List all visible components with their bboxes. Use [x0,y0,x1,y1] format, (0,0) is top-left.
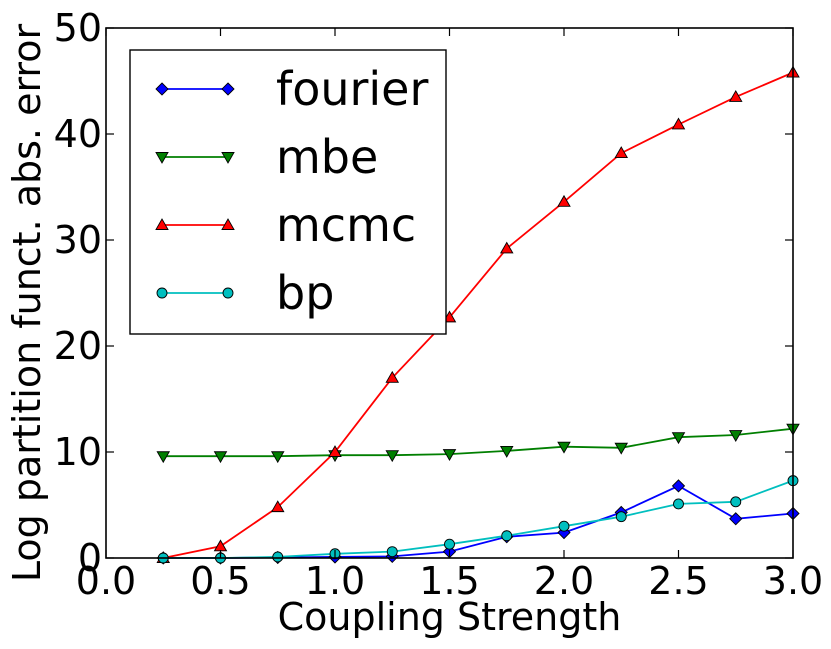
data-point-mcmc [671,117,686,130]
legend-marker-right [221,218,235,230]
data-point-mbe [557,441,571,454]
legend-marker-left [155,218,169,230]
data-point-mbe [499,445,514,458]
data-point-mcmc [614,146,629,159]
data-point-mbe [728,430,743,442]
series-bp [157,475,799,564]
x-tick-label: 2.0 [534,559,594,603]
series-line-bp [163,479,794,559]
data-point-mcmc [557,194,571,207]
legend-entry-bp: bp [156,266,334,320]
data-point-mcmc [328,445,342,457]
x-tick-label: 1.5 [419,559,479,603]
data-point-bp [615,511,627,523]
ticks-layer: 0.0 0.5 1.0 1.5 2.0 2.5 3.0 0 10 20 30 40 50 [54,6,824,603]
data-point-mcmc [385,370,400,383]
y-tick-label: 30 [54,218,102,262]
data-point-bp [501,530,513,542]
legend-marker-left [155,152,169,164]
x-tick-label: 0.0 [76,559,136,603]
y-tick-label: 10 [54,430,102,474]
legend-marker-right [222,287,234,299]
data-point-fourier [729,512,743,526]
data-point-mbe [156,451,171,464]
data-point-bp [673,498,684,510]
data-point-bp [272,551,284,563]
data-point-mbe [671,432,686,445]
legend-label: mcmc [276,198,416,252]
legend-marker-right [221,152,235,164]
y-axis-label: Log partition funct. abs. error [5,24,49,583]
data-point-fourier [671,479,686,493]
legend-marker-right [221,82,235,96]
data-point-mcmc [499,241,514,254]
legend-entry-mcmc: mcmc [155,198,416,252]
legend-label: mbe [276,130,378,184]
legend-box [129,49,447,335]
data-point-mbe [213,451,228,464]
x-tick-label: 2.5 [648,559,708,603]
data-point-mbe [385,450,400,463]
y-tick-label: 0 [78,536,102,580]
data-point-bp [444,538,455,550]
legend: fourier mbe mcmc bp [129,49,447,335]
y-tick-label: 40 [54,112,102,156]
data-point-bp [386,546,398,558]
data-point-mbe [442,449,457,462]
legend-entry-mbe: mbe [155,130,378,184]
x-tick-label: 1.0 [305,559,365,603]
legend-marker-left [155,82,169,96]
x-tick-label: 3.0 [763,559,823,603]
data-point-mbe [270,451,285,464]
legend-marker-left [156,287,168,299]
data-point-mbe [614,442,629,455]
y-tick-label: 20 [54,324,102,368]
data-point-bp [730,496,742,508]
series-layer [156,65,800,565]
data-point-bp [558,520,570,532]
data-point-mcmc [728,89,743,102]
series-line-mbe [163,427,794,458]
x-tick-label: 0.5 [190,559,250,603]
series-line-mcmc [163,71,794,559]
legend-label: fourier [276,62,428,116]
x-axis-label: Coupling Strength [278,595,622,639]
data-point-mcmc [270,500,285,513]
y-tick-label: 50 [54,6,102,50]
legend-label: bp [276,266,334,320]
legend-entry-fourier: fourier [155,62,428,116]
